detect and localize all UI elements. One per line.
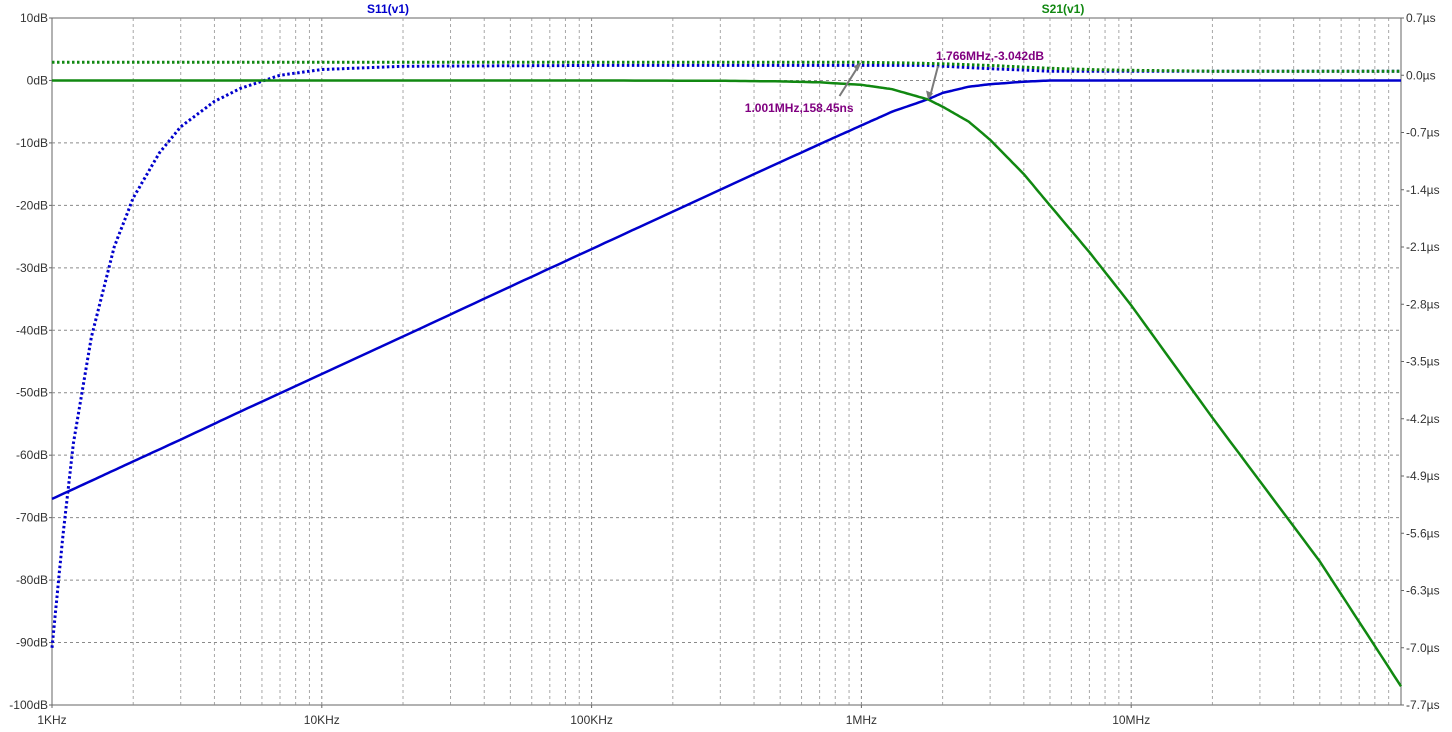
y-left-tick-label: -60dB — [16, 448, 48, 462]
y-right-tick-label: 0.0µs — [1406, 68, 1436, 82]
y-right-tick-label: -2.8µs — [1406, 297, 1440, 311]
y-right-tick-label: -3.5µs — [1406, 355, 1440, 369]
y-left-tick-label: -80dB — [16, 573, 48, 587]
cursor-arrowhead — [926, 90, 934, 100]
y-axis-right: 0.7µs 0.0µs -0.7µs -1.4µs -2.1µs -2.8µs -3.5µs… — [1401, 11, 1440, 712]
y-left-tick-label: -20dB — [16, 198, 48, 212]
y-left-tick-label: -100dB — [9, 698, 48, 712]
legend-entry: S21(v1) — [1042, 2, 1085, 16]
series-layer — [50, 60, 1403, 687]
y-left-tick-label: -30dB — [16, 261, 48, 275]
s21-v1-group-delay-line — [52, 60, 1401, 73]
y-right-tick-label: -7.0µs — [1406, 641, 1440, 655]
x-tick-label: 1KHz — [37, 713, 66, 727]
x-tick-label: 1MHz — [846, 713, 877, 727]
annotations: 1.766MHz,-3.042dB 1.001MHz,158.45ns — [745, 49, 1045, 115]
y-right-tick-label: -5.6µs — [1406, 526, 1440, 540]
y-right-tick-label: -6.3µs — [1406, 584, 1440, 598]
y-right-tick-label: -7.7µs — [1406, 698, 1440, 712]
cursor-arrowhead — [853, 62, 862, 72]
y-left-tick-label: -70dB — [16, 511, 48, 525]
y-right-tick-label: -0.7µs — [1406, 126, 1440, 140]
y-left-tick-label: 0dB — [27, 73, 48, 87]
y-right-tick-label: -1.4µs — [1406, 183, 1440, 197]
s11-v1-magnitude-line — [51, 79, 1401, 501]
x-tick-label: 10MHz — [1112, 713, 1150, 727]
annotation-label: 1.001MHz,158.45ns — [745, 101, 854, 115]
y-right-tick-label: -4.9µs — [1406, 469, 1440, 483]
annotation-label: 1.766MHz,-3.042dB — [936, 49, 1044, 63]
cursor-arrow — [929, 65, 940, 97]
x-tick-label: 100KHz — [570, 713, 613, 727]
y-axis-left: 10dB 0dB -10dB -20dB -30dB -40dB -50dB -60dB -70… — [9, 11, 52, 712]
y-left-tick-label: 10dB — [20, 11, 48, 25]
y-right-tick-label: 0.7µs — [1406, 11, 1436, 25]
x-axis: 1KHz 10KHz 100KHz 1MHz 10MHz — [37, 705, 1150, 727]
y-right-tick-label: -2.1µs — [1406, 240, 1440, 254]
y-left-tick-label: -50dB — [16, 386, 48, 400]
y-right-tick-label: -4.2µs — [1406, 412, 1440, 426]
y-left-tick-label: -40dB — [16, 323, 48, 337]
legend-entry: S11(v1) — [367, 2, 409, 16]
y-left-tick-label: -10dB — [16, 136, 48, 150]
s21-v1-magnitude-line — [52, 79, 1403, 687]
y-left-tick-label: -90dB — [16, 636, 48, 650]
plot-area — [51, 17, 1402, 706]
s11-v1-group-delay-line — [50, 63, 1401, 648]
legend: S11(v1) S21(v1) — [367, 2, 1084, 16]
x-tick-label: 10KHz — [304, 713, 340, 727]
